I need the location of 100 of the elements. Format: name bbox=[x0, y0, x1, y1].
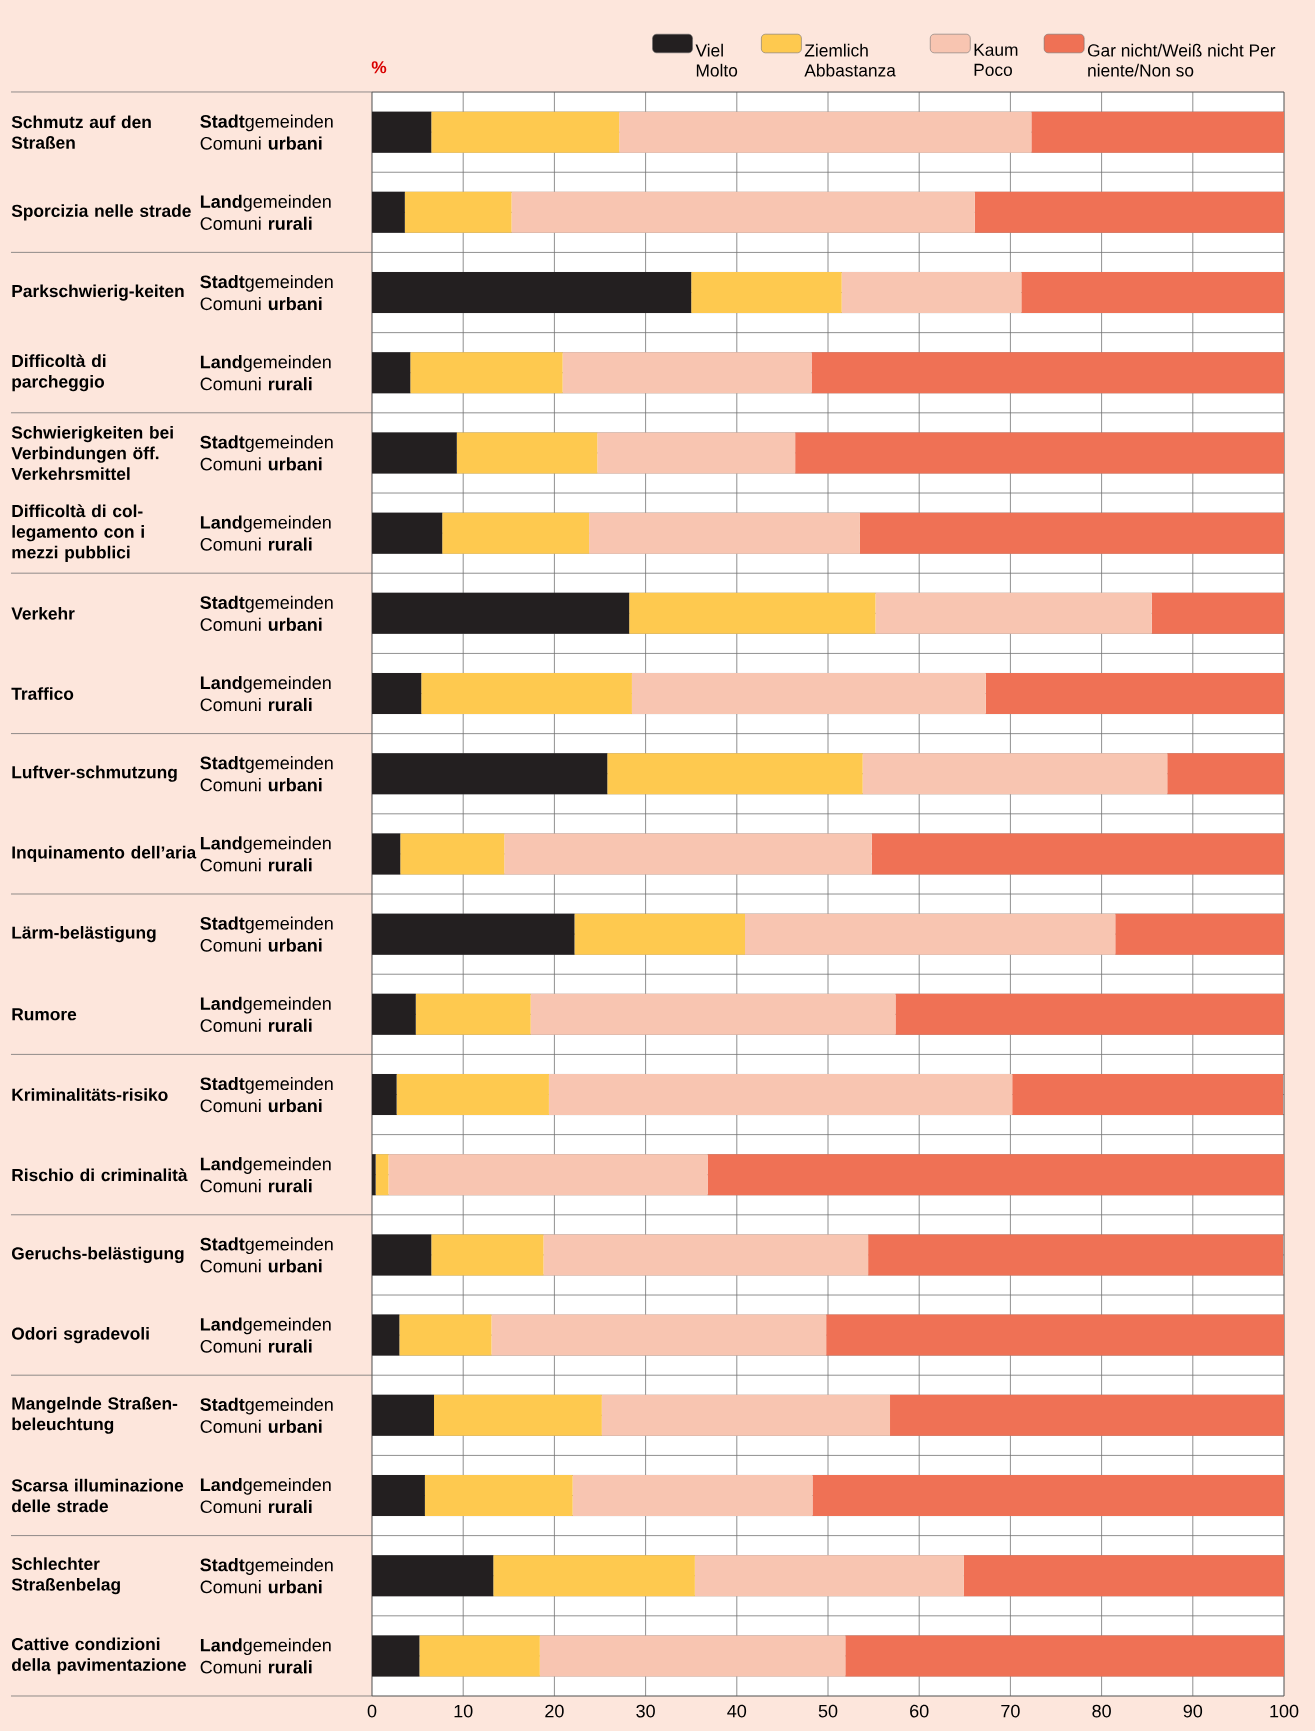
bar bbox=[597, 432, 796, 474]
bar bbox=[372, 592, 630, 634]
y-tick-label: Stadtgemeinden Comuni urbani bbox=[200, 1558, 333, 1594]
legend-label: Gar nicht/Weiß nicht Per niente/Non so bbox=[1087, 43, 1276, 77]
bar bbox=[400, 833, 505, 875]
y-tick-label: Landgemeinden Comuni rurali bbox=[200, 194, 331, 230]
y-tick-label: Stadtgemeinden Comuni urbani bbox=[200, 756, 333, 792]
bar bbox=[543, 1234, 869, 1276]
text: Scarsa illuminazione delle strade bbox=[11, 1478, 184, 1513]
bar bbox=[1031, 111, 1284, 153]
x-tick-label: 100 bbox=[1270, 1704, 1299, 1718]
y-tick-label: Landgemeinden Comuni rurali bbox=[200, 1157, 331, 1193]
bar bbox=[530, 993, 896, 1035]
y-tick-label: Landgemeinden Comuni rurali bbox=[200, 515, 331, 551]
bar bbox=[410, 352, 563, 394]
bar bbox=[1151, 592, 1284, 634]
y-tick-label: Landgemeinden Comuni rurali bbox=[200, 1477, 331, 1514]
bar bbox=[1167, 753, 1284, 795]
bar bbox=[859, 512, 1284, 554]
bar bbox=[629, 592, 876, 634]
bar bbox=[631, 673, 986, 715]
bar bbox=[372, 1475, 425, 1517]
x-tick-label: 60 bbox=[910, 1704, 929, 1718]
bar bbox=[871, 833, 1284, 875]
bar bbox=[619, 111, 1032, 153]
x-tick-label: 50 bbox=[818, 1704, 838, 1718]
bar bbox=[745, 913, 1116, 955]
bar bbox=[434, 1394, 602, 1436]
legend-label: Ziemlich Abbastanza bbox=[804, 43, 896, 77]
bar bbox=[795, 432, 1284, 474]
y-tick-label: Stadtgemeinden Comuni urbani bbox=[200, 916, 333, 952]
y-tick-label: Stadtgemeinden Comuni urbani bbox=[200, 274, 333, 311]
bar bbox=[562, 352, 812, 394]
bar bbox=[493, 1555, 695, 1597]
bar bbox=[572, 1475, 813, 1517]
x-tick-label: 10 bbox=[454, 1704, 473, 1718]
bar bbox=[1115, 913, 1284, 955]
text: Schmutz auf den Straßen bbox=[11, 115, 151, 149]
y-tick-label: Landgemeinden Comuni rurali bbox=[200, 1638, 331, 1674]
bar bbox=[372, 1074, 397, 1116]
y-tick-label: Stadtgemeinden Comuni urbani bbox=[200, 435, 333, 471]
y-tick-label: Landgemeinden Comuni rurali bbox=[200, 355, 331, 391]
bar bbox=[372, 913, 575, 955]
bar bbox=[372, 272, 692, 314]
y-tick-label: Stadtgemeinden Comuni urbani bbox=[200, 1076, 333, 1113]
text: Luftver-schmutzung bbox=[12, 765, 177, 782]
bar bbox=[1012, 1074, 1284, 1116]
y-tick-label: Stadtgemeinden Comuni urbani bbox=[200, 595, 333, 631]
bar bbox=[372, 833, 401, 875]
y-tick-label: Stadtgemeinden Comuni urbani bbox=[200, 1397, 333, 1433]
y-tick-label: Landgemeinden Comuni rurali bbox=[200, 836, 331, 872]
bar bbox=[875, 592, 1152, 634]
bar bbox=[456, 432, 598, 474]
text: Verkehr bbox=[11, 606, 75, 620]
bar bbox=[372, 512, 443, 554]
text: Difficoltà di col-legamento con i mezzi pubblici bbox=[12, 504, 144, 562]
bar bbox=[694, 1555, 964, 1597]
x-tick-label: 70 bbox=[1001, 1704, 1020, 1718]
bar bbox=[375, 1154, 389, 1196]
text: Mangelnde Straßen-beleuchtung bbox=[12, 1396, 178, 1434]
bar bbox=[574, 913, 746, 955]
bar bbox=[491, 1314, 827, 1356]
bar bbox=[372, 673, 422, 715]
text: Cattive condizioni della pavimentazione bbox=[11, 1637, 186, 1675]
x-tick-label: 40 bbox=[727, 1704, 747, 1718]
text: Schlechter Straßenbelag bbox=[11, 1557, 120, 1595]
bar bbox=[601, 1394, 891, 1436]
x-tick-label: 30 bbox=[636, 1704, 655, 1718]
legend-label: Viel Molto bbox=[695, 43, 738, 77]
bar bbox=[372, 1154, 376, 1196]
bar bbox=[862, 753, 1168, 795]
bar bbox=[421, 673, 632, 715]
bar bbox=[415, 993, 531, 1035]
y-tick-label: Stadtgemeinden Comuni urbani bbox=[200, 114, 333, 150]
bar bbox=[372, 352, 411, 394]
bar bbox=[707, 1154, 1284, 1196]
bar bbox=[424, 1475, 573, 1517]
x-tick-label: 0 bbox=[367, 1704, 377, 1718]
y-tick-label: Landgemeinden Comuni rurali bbox=[200, 1317, 331, 1353]
text: Inquinamento dell’aria bbox=[12, 845, 197, 863]
bar bbox=[372, 1555, 494, 1597]
bar bbox=[811, 352, 1284, 394]
bar bbox=[372, 191, 405, 233]
bar bbox=[511, 191, 975, 233]
bar bbox=[372, 753, 608, 795]
y-tick-label: Stadtgemeinden Comuni urbani bbox=[200, 1237, 333, 1273]
bar bbox=[372, 432, 457, 474]
bar bbox=[895, 993, 1284, 1035]
bar bbox=[974, 191, 1284, 233]
x-tick-label: 90 bbox=[1183, 1704, 1203, 1718]
bar bbox=[372, 1234, 432, 1276]
x-tick-label: 80 bbox=[1092, 1704, 1111, 1718]
bar bbox=[589, 512, 860, 554]
bar bbox=[890, 1394, 1284, 1436]
text: Rischio di criminalità bbox=[12, 1168, 188, 1182]
legend-label: Kaum Poco bbox=[974, 43, 1018, 76]
bar bbox=[372, 1394, 435, 1436]
bar bbox=[431, 111, 620, 153]
x-axis-title: % bbox=[371, 61, 387, 74]
bar bbox=[372, 1314, 400, 1356]
